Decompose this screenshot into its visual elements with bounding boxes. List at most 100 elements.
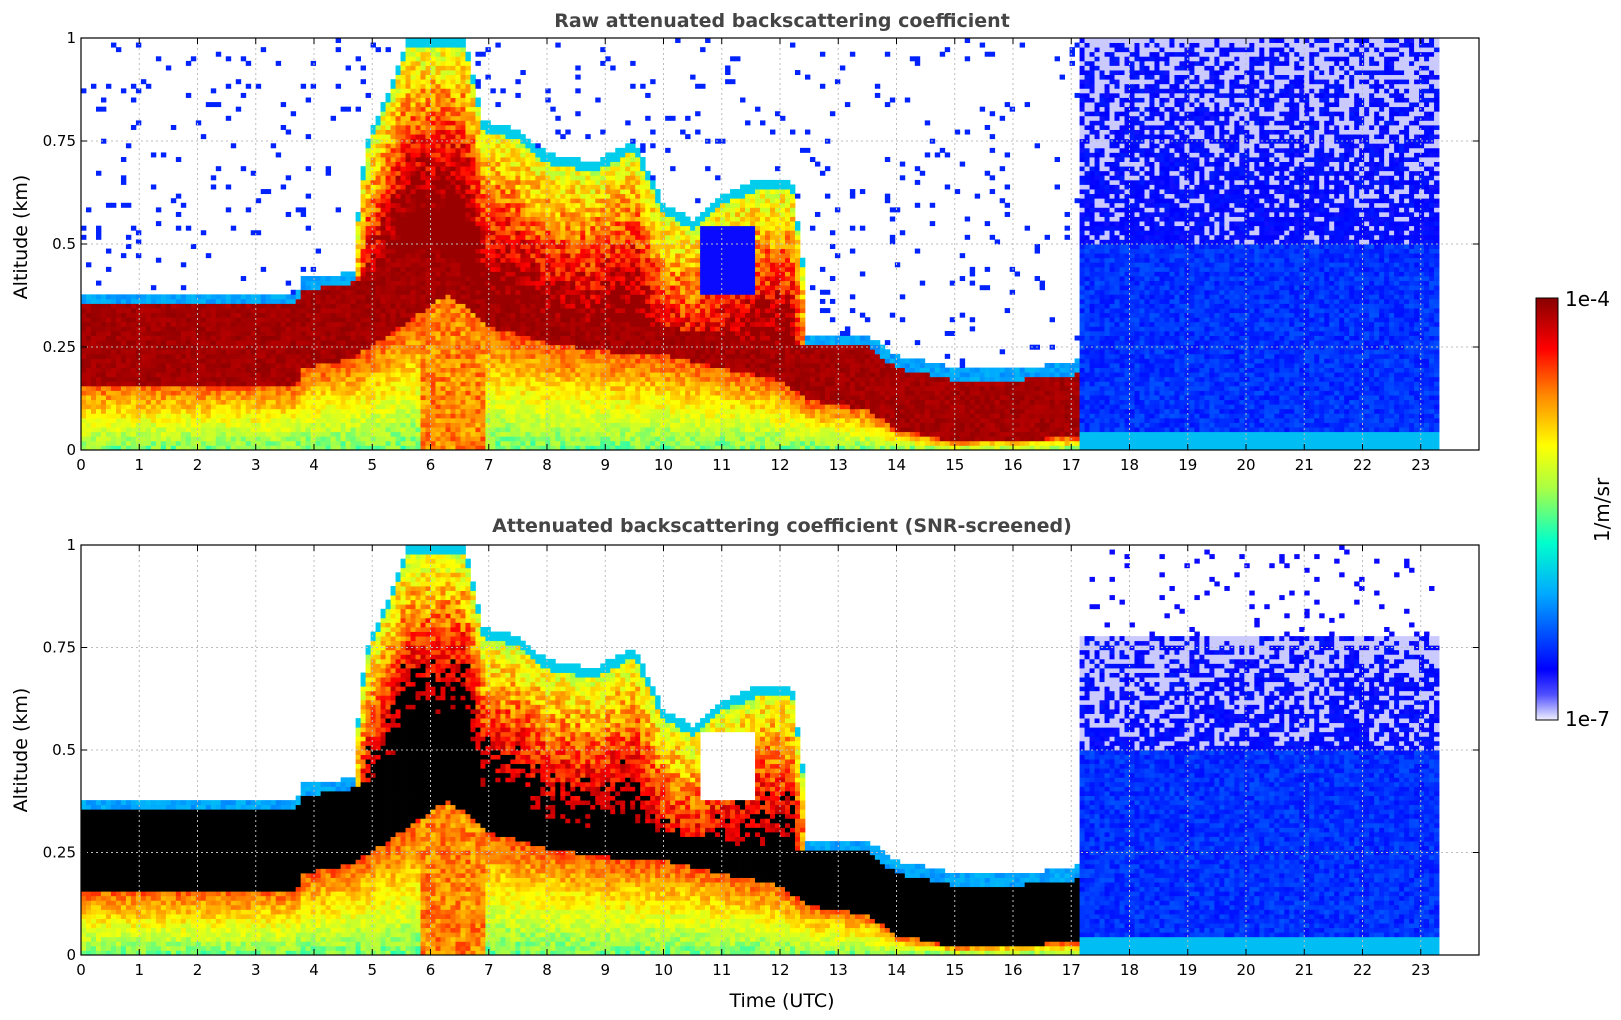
heatmap-cell [376, 285, 381, 290]
heatmap-cell [416, 249, 421, 254]
heatmap-cell [86, 390, 91, 395]
heatmap-cell [515, 143, 520, 148]
heatmap-cell [396, 98, 401, 103]
heatmap-cell [216, 432, 221, 437]
heatmap-cell [121, 427, 126, 432]
heatmap-cell [485, 290, 490, 295]
heatmap-cell [525, 294, 530, 299]
heatmap-cell [156, 436, 161, 441]
heatmap-cell [366, 198, 371, 203]
heatmap-cell [156, 56, 161, 61]
heatmap-cell [490, 130, 495, 135]
heatmap-cell [465, 194, 470, 199]
heatmap-cell [535, 372, 540, 377]
heatmap-cell [421, 120, 426, 125]
heatmap-cell [271, 372, 276, 377]
heatmap-cell [475, 152, 480, 157]
heatmap-cell [475, 212, 480, 217]
heatmap-cell [156, 432, 161, 437]
heatmap-cell [106, 363, 111, 368]
heatmap-cell [411, 423, 416, 428]
heatmap-cell [435, 404, 440, 409]
heatmap-cell [450, 441, 455, 446]
heatmap-cell [431, 43, 436, 48]
heatmap-cell [106, 436, 111, 441]
heatmap-cell [406, 363, 411, 368]
heatmap-cell [465, 349, 470, 354]
heatmap-cell [366, 253, 371, 258]
heatmap-cell [416, 116, 421, 121]
heatmap-cell [520, 363, 525, 368]
heatmap-cell [535, 368, 540, 373]
heatmap-cell [515, 130, 520, 135]
heatmap-cell [406, 217, 411, 222]
heatmap-cell [236, 363, 241, 368]
heatmap-cell [530, 217, 535, 222]
heatmap-cell [445, 52, 450, 57]
heatmap-cell [271, 400, 276, 405]
heatmap-cell [86, 381, 91, 386]
heatmap-cell [366, 207, 371, 212]
heatmap-cell [470, 400, 475, 405]
heatmap-cell [510, 377, 515, 382]
heatmap-cell [421, 395, 426, 400]
heatmap-cell [470, 258, 475, 263]
heatmap-cell [490, 409, 495, 414]
heatmap-cell [495, 340, 500, 345]
heatmap-cell [351, 363, 356, 368]
heatmap-cell [416, 304, 421, 309]
heatmap-cell [216, 372, 221, 377]
heatmap-cell [445, 43, 450, 48]
heatmap-cell [376, 143, 381, 148]
heatmap-cell [366, 299, 371, 304]
heatmap-cell [520, 226, 525, 231]
heatmap-cell [351, 386, 356, 391]
heatmap-cell [440, 308, 445, 313]
heatmap-cell [465, 162, 470, 167]
heatmap-cell [505, 386, 510, 391]
heatmap-cell [495, 409, 500, 414]
heatmap-cell [366, 331, 371, 336]
heatmap-cell [416, 120, 421, 125]
heatmap-cell [525, 386, 530, 391]
heatmap-cell [226, 423, 231, 428]
heatmap-cell [401, 354, 406, 359]
heatmap-cell [495, 290, 500, 295]
heatmap-cell [221, 377, 226, 382]
heatmap-cell [401, 171, 406, 176]
heatmap-cell [241, 436, 246, 441]
heatmap-cell [455, 281, 460, 286]
heatmap-cell [391, 120, 396, 125]
heatmap-cell [266, 368, 271, 373]
heatmap-cell [401, 125, 406, 130]
heatmap-cell [401, 93, 406, 98]
heatmap-cell [455, 276, 460, 281]
heatmap-cell [435, 322, 440, 327]
heatmap-cell [490, 436, 495, 441]
heatmap-cell [510, 349, 515, 354]
heatmap-cell [411, 418, 416, 423]
heatmap-cell [246, 423, 251, 428]
heatmap-cell [520, 304, 525, 309]
heatmap-cell [435, 290, 440, 295]
heatmap-cell [371, 134, 376, 139]
heatmap-cell [450, 358, 455, 363]
heatmap-cell [131, 354, 136, 359]
heatmap-cell [520, 258, 525, 263]
heatmap-cell [91, 294, 96, 299]
heatmap-cell [450, 203, 455, 208]
heatmap-cell [256, 436, 261, 441]
heatmap-cell [485, 294, 490, 299]
heatmap-cell [376, 267, 381, 272]
heatmap-cell [316, 418, 321, 423]
heatmap-cell [485, 249, 490, 254]
heatmap-cell [386, 212, 391, 217]
heatmap-cell [490, 198, 495, 203]
heatmap-cell [306, 166, 311, 171]
heatmap-cell [131, 363, 136, 368]
heatmap-cell [201, 313, 206, 318]
heatmap-cell [435, 381, 440, 386]
heatmap-cell [256, 418, 261, 423]
heatmap-cell [520, 244, 525, 249]
heatmap-cell [331, 331, 336, 336]
